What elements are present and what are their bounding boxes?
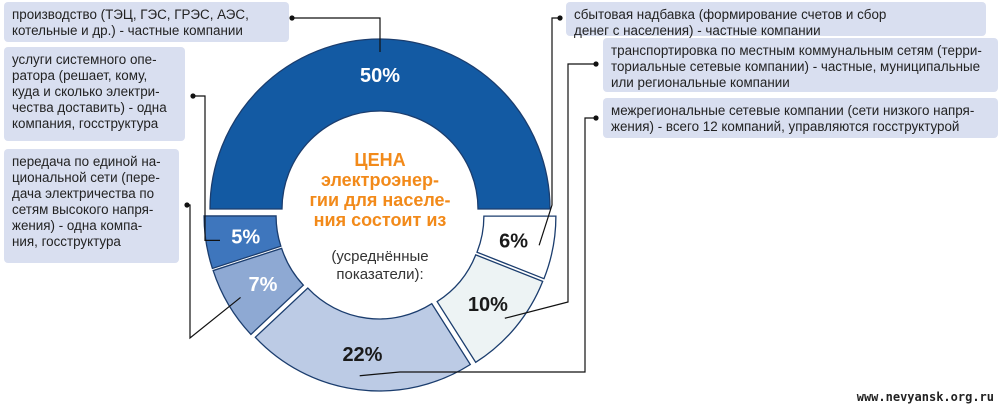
legend-box-production: производство (ТЭЦ, ГЭС, ГРЭС, АЭС, котел… [4,2,289,42]
leader-system-operator [193,95,220,241]
leader-dot-system-operator [190,93,196,99]
leader-interregional-networks [359,117,596,377]
legend-box-national-grid: передача по единой на- циональной сети (… [4,149,179,263]
value-labels: 50% 6% 10% 22% 7% 5% [231,65,528,366]
slice-local-networks [436,254,544,364]
leader-local-networks [504,63,596,319]
legend-box-system-operator: услуги системного опе- ратора (решает, к… [4,47,185,141]
pie-slices [203,38,557,392]
legend-box-interregional-networks: межрегиональные сетевые компании (сети н… [603,98,998,138]
leader-dot-production [289,15,295,21]
slice-sales-markup [476,215,557,280]
legend-box-sales-markup: сбытовая надбавка (формирование счетов и… [566,2,986,38]
slice-national-grid [212,247,305,336]
value-label-production: 50% [360,65,400,87]
chart-subtitle: (усреднённые показатели): [331,248,429,283]
leader-production [292,17,381,52]
value-label-interregional-networks: 22% [342,344,382,366]
value-label-local-networks: 10% [468,294,508,316]
value-label-sales-markup: 6% [499,230,528,252]
slice-interregional-networks [254,287,472,392]
watermark: www.nevyansk.org.ru [856,390,994,404]
value-label-system-operator: 5% [231,226,260,248]
leader-sales-markup [538,17,560,246]
leader-dot-local-networks [593,61,599,67]
leader-lines [184,15,599,377]
slice-production [209,38,551,210]
leader-dot-sales-markup [557,15,563,21]
value-label-national-grid: 7% [248,274,277,296]
leader-dot-interregional-networks [593,115,599,121]
slice-system-operator [203,215,282,270]
legend-box-local-networks: транспортировка по местным коммунальным … [603,38,998,92]
leader-dot-national-grid [184,202,190,208]
chart-title: ЦЕНА электроэнер- гии для населе- ния со… [309,150,451,230]
